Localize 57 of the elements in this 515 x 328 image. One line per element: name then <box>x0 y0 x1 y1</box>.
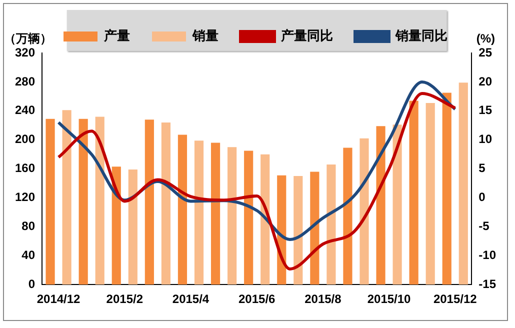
y2-tick-label: 15 <box>478 103 492 118</box>
legend-label: 产量 <box>103 28 130 44</box>
line-series <box>57 92 457 270</box>
bar <box>326 164 336 285</box>
x-tick-label: 2015/2 <box>106 292 144 306</box>
y-tick-label: 120 <box>14 190 36 204</box>
bar <box>144 120 154 285</box>
x-tick-label: 2015/4 <box>172 292 210 306</box>
y-tick-label: 0 <box>28 276 36 291</box>
y-axis-title: （万辆） <box>4 31 52 46</box>
bar <box>409 100 418 285</box>
y-tick-label: 320 <box>14 45 36 60</box>
y2-axis-title: (%) <box>476 31 495 46</box>
bar <box>62 110 72 285</box>
bar <box>128 170 138 285</box>
x-tick-label: 2014/12 <box>36 292 81 306</box>
y-tick-label: 200 <box>14 132 36 146</box>
bar <box>161 122 170 285</box>
bar <box>458 82 468 285</box>
y2-tick-label: -10 <box>478 248 496 262</box>
y2-tick-label: -15 <box>478 276 496 291</box>
y-tick-label: 80 <box>22 219 36 234</box>
y-tick-label: 160 <box>14 161 36 176</box>
y2-tick-label: 20 <box>478 74 492 88</box>
legend-label: 产量同比 <box>280 28 333 44</box>
bar <box>46 118 55 285</box>
bar <box>343 148 352 285</box>
y2-tick-label: 25 <box>478 45 492 60</box>
x-tick-label: 2015/12 <box>433 292 478 306</box>
bar <box>78 118 88 285</box>
x-tick-label: 2015/10 <box>367 292 412 306</box>
bar <box>376 126 386 285</box>
y-tick-label: 280 <box>14 74 36 88</box>
bar <box>112 166 121 285</box>
bar <box>260 154 270 285</box>
bar <box>228 147 237 285</box>
y-tick-label: 40 <box>22 248 36 262</box>
bar <box>95 116 104 285</box>
bar <box>360 138 369 285</box>
bar <box>442 92 452 285</box>
bar <box>392 124 402 285</box>
legend-label: 销量同比 <box>394 28 448 44</box>
bar <box>426 102 435 285</box>
y2-tick-label: 10 <box>478 132 492 146</box>
y2-tick-label: 0 <box>478 190 486 204</box>
x-tick-label: 2015/6 <box>238 292 276 306</box>
y-tick-label: 240 <box>14 103 36 118</box>
bar <box>310 172 320 285</box>
bar <box>194 140 204 285</box>
x-tick-label: 2015/8 <box>304 292 342 306</box>
legend-label: 销量 <box>192 28 218 44</box>
bar <box>294 176 303 285</box>
y2-tick-label: 5 <box>478 161 486 176</box>
y2-tick-label: -5 <box>478 219 490 234</box>
bar <box>244 150 254 285</box>
bar <box>210 142 220 285</box>
bar <box>178 134 188 285</box>
